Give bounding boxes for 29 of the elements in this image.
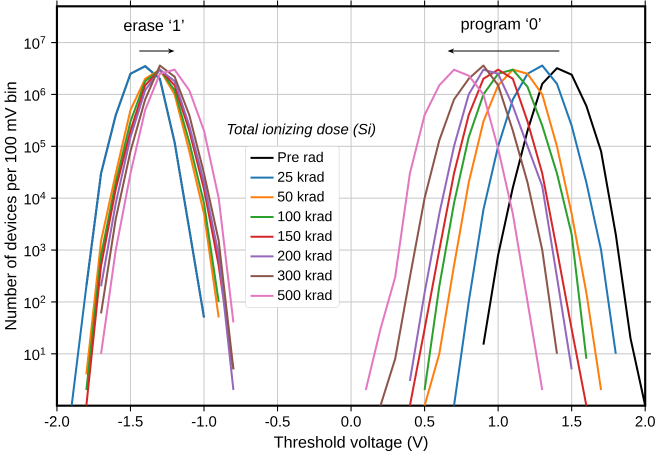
legend-label: 50 krad [278,191,324,202]
x-tick-label: -2.0 [44,416,70,427]
annotation: erase ‘1’ [124,20,184,32]
x-axis-title: Threshold voltage (V) [274,436,428,452]
legend-title: Total ionizing dose (Si) [228,124,376,138]
x-tick-label: 1.0 [488,416,508,427]
legend-label: 150 krad [278,230,332,242]
legend-label: 300 krad [278,270,332,281]
x-tick-label: -1.0 [192,416,216,427]
x-tick-label: 0.5 [414,416,434,427]
x-tick-label: 0.0 [341,416,361,427]
y-tick-label: 10$^{2}$ [24,296,46,309]
legend-label: Pre rad [278,152,323,162]
y-tick-label: 10$^{4}$ [24,192,46,205]
x-tick-label: 2.0 [636,416,655,427]
y-axis-title: Number of devices per 100 mV bin [4,82,20,330]
x-tick-label: -0.5 [265,416,290,427]
y-tick-label: 10$^{1}$ [24,348,46,360]
x-tick-label: -1.5 [118,416,143,427]
legend-label: 200 krad [278,250,332,261]
x-tick-label: 1.5 [562,416,582,427]
y-tick-label: 10$^{6}$ [24,88,46,102]
y-tick-label: 10$^{7}$ [24,36,46,50]
y-tick-label: 10$^{3}$ [24,244,46,257]
legend-label: 25 krad [278,172,324,182]
legend-label: 100 krad [278,211,332,222]
annotation: program ‘0’ [462,18,541,34]
legend-label: 500 krad [278,290,332,300]
y-tick-label: 10$^{5}$ [24,140,46,153]
